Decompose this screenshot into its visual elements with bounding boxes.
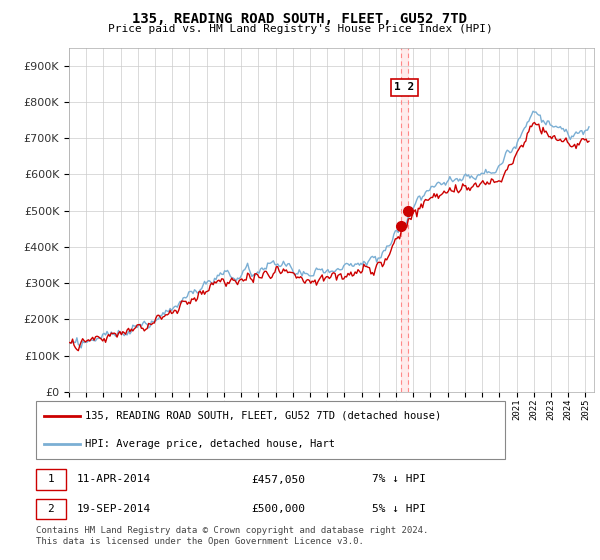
Text: 5% ↓ HPI: 5% ↓ HPI [372, 504, 426, 514]
Text: 135, READING ROAD SOUTH, FLEET, GU52 7TD (detached house): 135, READING ROAD SOUTH, FLEET, GU52 7TD… [85, 410, 442, 421]
Bar [401, 48, 409, 392]
Text: 1: 1 [47, 474, 54, 484]
Text: 1 2: 1 2 [394, 82, 415, 92]
Text: Contains HM Land Registry data © Crown copyright and database right 2024.
This d: Contains HM Land Registry data © Crown c… [35, 526, 428, 546]
FancyBboxPatch shape [35, 401, 505, 459]
Text: £500,000: £500,000 [251, 504, 305, 514]
Text: 2: 2 [47, 504, 54, 514]
Text: 19-SEP-2014: 19-SEP-2014 [77, 504, 151, 514]
Text: Price paid vs. HM Land Registry's House Price Index (HPI): Price paid vs. HM Land Registry's House … [107, 24, 493, 34]
Text: 135, READING ROAD SOUTH, FLEET, GU52 7TD: 135, READING ROAD SOUTH, FLEET, GU52 7TD [133, 12, 467, 26]
FancyBboxPatch shape [35, 498, 66, 519]
Text: 7% ↓ HPI: 7% ↓ HPI [372, 474, 426, 484]
Text: £457,050: £457,050 [251, 474, 305, 484]
Text: HPI: Average price, detached house, Hart: HPI: Average price, detached house, Hart [85, 439, 335, 449]
FancyBboxPatch shape [35, 469, 66, 490]
Text: 11-APR-2014: 11-APR-2014 [77, 474, 151, 484]
